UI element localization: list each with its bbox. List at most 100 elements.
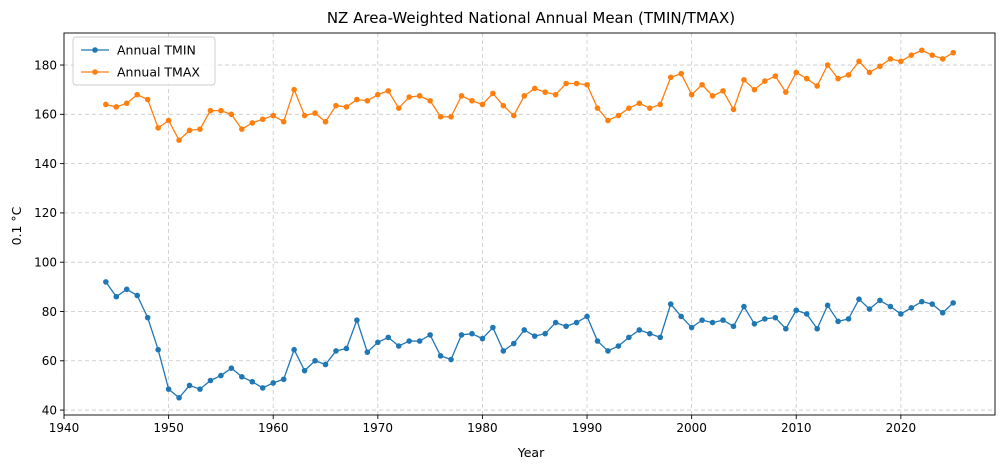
ticks: 1940 1950 1960 1970 1980 1990 2000 2010 2020 40 60…: [34, 58, 916, 435]
data-point: [573, 319, 580, 326]
data-point: [887, 303, 894, 310]
data-point: [918, 47, 925, 54]
data-point: [542, 89, 548, 95]
data-point: [699, 81, 705, 88]
data-point: [793, 307, 800, 314]
data-point: [416, 93, 423, 99]
data-point: [814, 83, 820, 89]
data-point: [113, 293, 120, 300]
data-point: [856, 58, 862, 65]
data-point: [835, 318, 841, 325]
data-point: [950, 49, 956, 56]
data-point: [123, 286, 130, 293]
data-point: [103, 279, 109, 285]
data-point: [584, 313, 590, 320]
x-tick-label: 1990: [572, 421, 603, 435]
data-point: [301, 112, 308, 119]
data-point: [741, 77, 747, 83]
data-point: [134, 292, 141, 299]
data-point: [950, 300, 956, 306]
data-point: [375, 91, 381, 98]
data-point: [239, 374, 245, 380]
data-point: [364, 349, 371, 355]
data-point: [720, 88, 726, 94]
data-point: [312, 357, 318, 364]
data-point: [134, 91, 141, 98]
chart-title: NZ Area-Weighted National Annual Mean (T…: [327, 9, 735, 27]
data-point: [626, 105, 632, 111]
data-point: [866, 306, 873, 312]
data-point: [929, 301, 936, 307]
data-point: [322, 361, 329, 368]
data-point: [333, 102, 339, 109]
data-point: [678, 70, 684, 77]
data-point: [123, 100, 130, 107]
data-point: [793, 69, 800, 76]
legend-label-tmax: Annual TMAX: [117, 65, 200, 80]
data-point: [437, 353, 444, 359]
data-point: [636, 100, 643, 107]
data-point: [280, 376, 287, 383]
data-point: [552, 91, 559, 98]
data-point: [343, 104, 350, 110]
series-line: [105, 49, 954, 141]
data-point: [511, 112, 517, 119]
data-point: [239, 126, 245, 132]
legend-label-tmin: Annual TMIN: [117, 43, 196, 58]
data-point: [594, 338, 601, 344]
data-point: [354, 96, 360, 103]
data-point: [291, 86, 297, 93]
data-point: [688, 324, 695, 331]
data-point: [887, 56, 894, 62]
data-point: [479, 101, 486, 108]
data-point: [469, 330, 475, 337]
data-point: [521, 327, 528, 333]
data-point: [395, 343, 402, 349]
data-point: [301, 367, 308, 374]
data-point: [762, 78, 768, 84]
data-point: [186, 382, 193, 389]
data-point: [898, 58, 904, 65]
data-point: [228, 111, 235, 118]
data-point: [845, 72, 852, 78]
data-point: [939, 309, 946, 316]
data-point: [458, 93, 465, 99]
data-point: [176, 394, 182, 401]
series-layer: [103, 47, 956, 401]
data-point: [782, 89, 789, 95]
data-point: [636, 327, 643, 333]
data-point: [751, 86, 758, 93]
data-point: [395, 105, 402, 111]
x-axis-label: Year: [517, 445, 545, 460]
data-point: [280, 118, 287, 125]
data-point: [270, 112, 277, 119]
data-point: [615, 112, 622, 119]
data-point: [385, 334, 392, 341]
series-line: [105, 281, 954, 399]
x-tick-label: 2020: [886, 421, 917, 435]
data-point: [835, 75, 841, 82]
y-tick-label: 40: [42, 403, 57, 417]
data-point: [552, 319, 559, 326]
data-point: [144, 314, 151, 321]
data-point: [877, 63, 883, 70]
data-point: [165, 117, 172, 124]
y-tick-label: 80: [42, 305, 57, 319]
data-point: [730, 323, 737, 330]
data-point: [877, 297, 883, 304]
plot-frame: [63, 32, 996, 416]
data-point: [249, 120, 256, 126]
data-point: [521, 93, 528, 99]
data-point: [375, 339, 381, 346]
data-point: [657, 334, 664, 341]
data-point: [406, 94, 413, 100]
data-point: [249, 378, 256, 385]
data-point: [427, 332, 433, 338]
data-point: [218, 372, 224, 379]
grid: [63, 33, 995, 415]
data-point: [918, 298, 925, 305]
data-point: [312, 110, 318, 116]
data-point: [699, 317, 705, 323]
legend: Annual TMIN Annual TMAX: [72, 36, 216, 86]
data-point: [667, 74, 674, 81]
